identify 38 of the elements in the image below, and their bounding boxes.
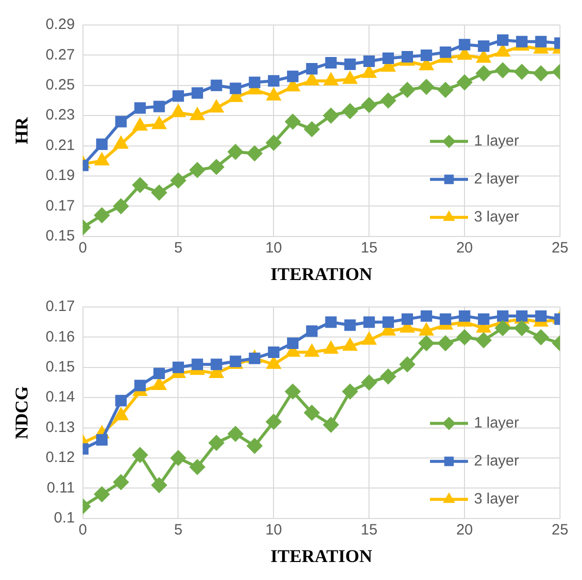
y-tick-label: 0.13 — [46, 418, 75, 436]
y-tick-label: 0.25 — [46, 76, 75, 94]
y-axis-title: HR — [11, 116, 32, 144]
legend-label: 1 layer — [474, 414, 520, 432]
x-tick-label: 25 — [552, 240, 568, 257]
legend-label: 3 layer — [474, 490, 520, 508]
x-tick-label: 25 — [552, 522, 568, 539]
y-tick-label: 0.23 — [46, 106, 75, 124]
y-tick-label: 0.11 — [46, 479, 75, 496]
x-tick-label: 5 — [174, 522, 182, 539]
x-tick-label: 0 — [78, 240, 87, 257]
legend-label: 2 layer — [474, 452, 520, 470]
y-tick-label: 0.1 — [54, 510, 75, 527]
y-tick-label: 0.27 — [46, 46, 75, 64]
y-tick-label: 0.14 — [46, 388, 75, 406]
legend-label: 1 layer — [474, 132, 520, 150]
x-tick-label: 20 — [456, 240, 473, 257]
x-tick-label: 5 — [174, 240, 182, 257]
y-tick-label: 0.12 — [46, 449, 75, 466]
y-tick-label: 0.29 — [46, 16, 75, 34]
y-tick-label: 0.16 — [46, 328, 75, 346]
x-tick-label: 20 — [456, 522, 473, 539]
x-tick-label: 15 — [360, 240, 378, 257]
legend-label: 3 layer — [474, 208, 520, 226]
y-tick-label: 0.15 — [46, 358, 75, 376]
y-tick-label: 0.21 — [46, 136, 75, 154]
legend-label: 2 layer — [474, 170, 520, 188]
x-axis-title: ITERATION — [270, 264, 372, 284]
y-tick-label: 0.19 — [46, 167, 75, 184]
y-tick-label: 0.17 — [46, 197, 75, 214]
x-axis-title: ITERATION — [270, 546, 372, 566]
x-tick-label: 10 — [265, 240, 282, 257]
y-tick-label: 0.17 — [46, 298, 75, 316]
x-tick-label: 15 — [360, 522, 378, 539]
y-tick-label: 0.15 — [46, 228, 75, 245]
x-tick-label: 10 — [265, 522, 282, 539]
y-axis-title: NDCG — [11, 386, 32, 440]
x-tick-label: 0 — [78, 522, 87, 539]
